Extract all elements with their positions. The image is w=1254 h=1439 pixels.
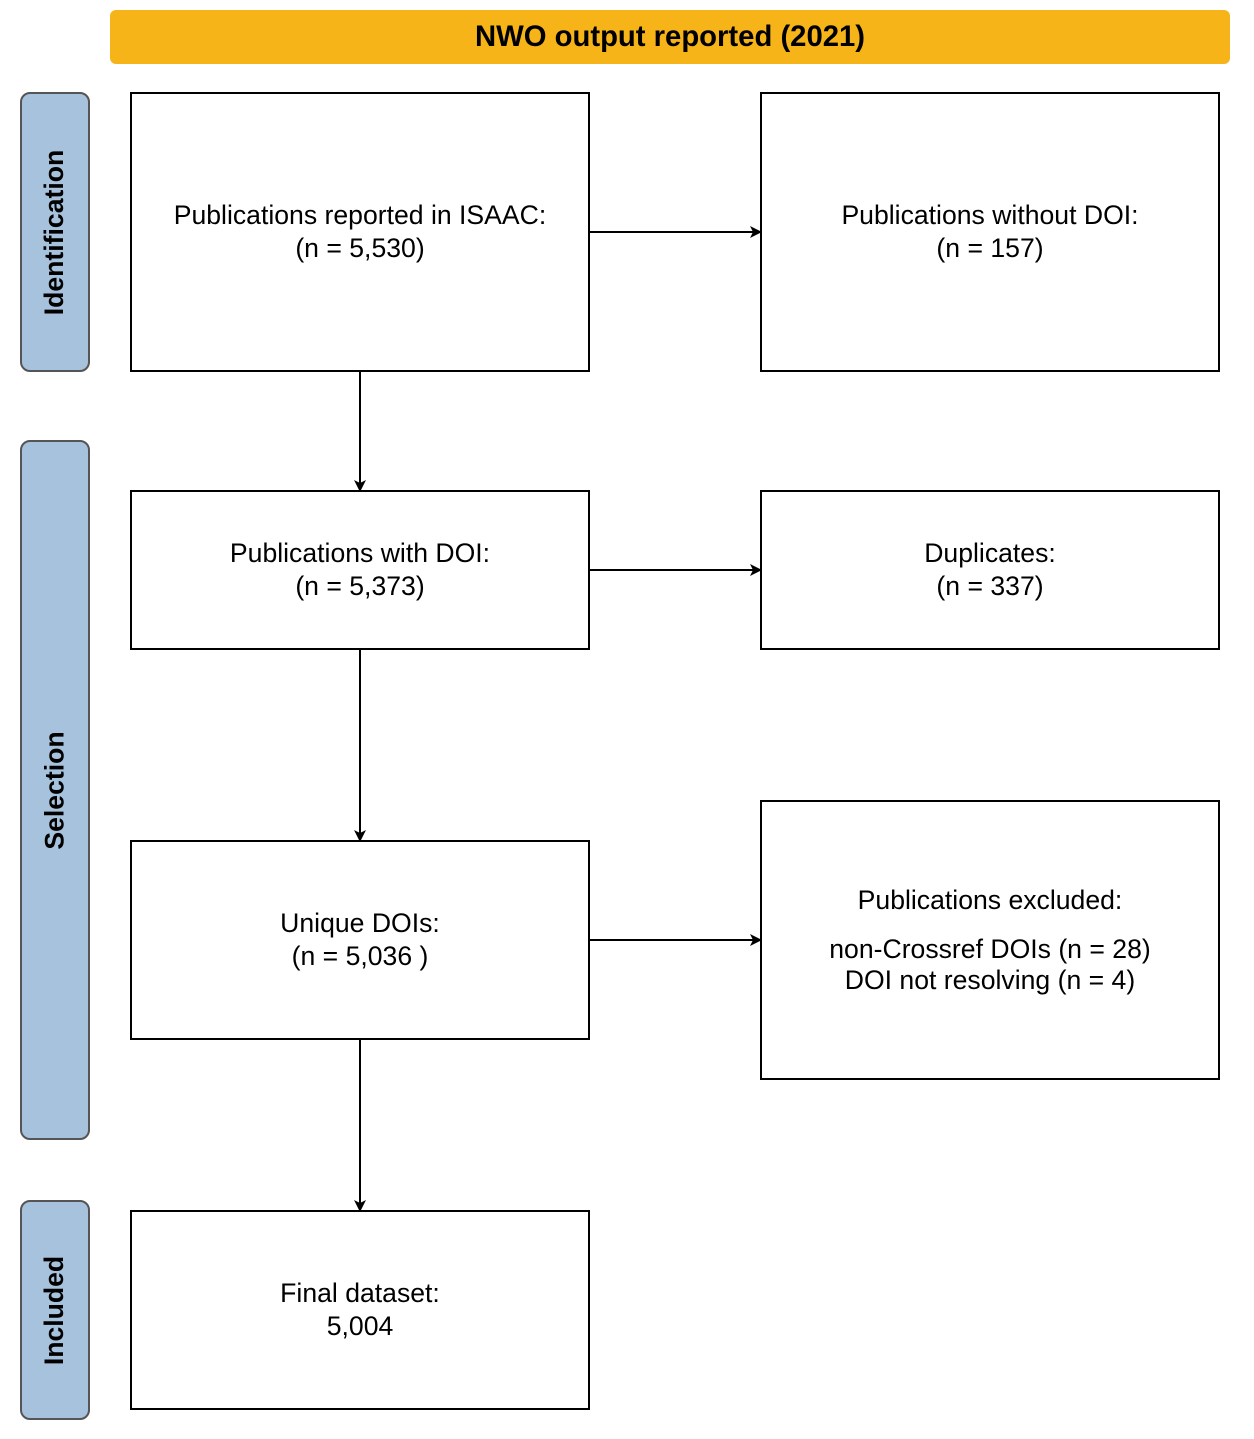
arrow-layer: [0, 0, 1254, 1439]
